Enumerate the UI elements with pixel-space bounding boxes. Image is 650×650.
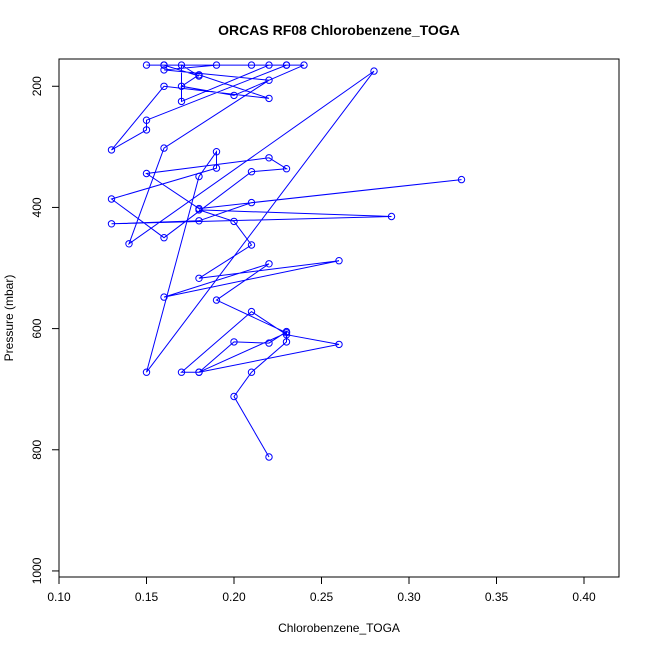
data-point bbox=[247, 168, 256, 176]
series-line-group bbox=[110, 64, 462, 458]
data-point bbox=[247, 241, 256, 249]
y-tick-label: 1000 bbox=[30, 557, 44, 584]
data-point bbox=[160, 234, 168, 242]
data-point bbox=[107, 195, 116, 203]
data-point bbox=[265, 154, 273, 162]
chart-title: ORCAS RF08 Chlorobenzene_TOGA bbox=[218, 22, 460, 38]
data-point bbox=[160, 82, 168, 91]
data-point bbox=[282, 165, 291, 173]
data-point bbox=[247, 61, 256, 69]
data-point bbox=[142, 126, 151, 134]
y-tick-label: 400 bbox=[30, 197, 44, 217]
data-point bbox=[195, 217, 203, 225]
data-point bbox=[212, 296, 221, 304]
data-point bbox=[265, 76, 273, 84]
data-point bbox=[370, 67, 378, 75]
data-point bbox=[265, 61, 273, 69]
data-point bbox=[107, 220, 116, 228]
data-point bbox=[300, 61, 308, 69]
data-point bbox=[142, 61, 151, 69]
x-tick-label: 0.25 bbox=[310, 590, 334, 604]
data-point bbox=[195, 368, 203, 376]
x-tick-label: 0.35 bbox=[485, 590, 509, 604]
data-point bbox=[160, 66, 168, 74]
data-point bbox=[195, 204, 203, 213]
data-point bbox=[230, 338, 238, 346]
data-point bbox=[247, 368, 256, 376]
x-tick-label: 0.20 bbox=[222, 590, 246, 604]
data-point bbox=[125, 240, 133, 248]
data-point bbox=[212, 164, 221, 172]
data-point bbox=[230, 91, 238, 100]
data-point bbox=[142, 368, 151, 376]
data-point bbox=[195, 72, 203, 80]
data-point bbox=[282, 61, 291, 69]
data-point bbox=[282, 329, 291, 337]
data-point bbox=[160, 144, 168, 152]
x-tick-label: 0.30 bbox=[397, 590, 421, 604]
data-point bbox=[177, 97, 186, 106]
data-point bbox=[230, 217, 238, 226]
data-point bbox=[265, 94, 273, 103]
data-point bbox=[195, 274, 203, 282]
data-point bbox=[282, 331, 291, 339]
data-point bbox=[265, 339, 273, 347]
data-point bbox=[212, 148, 221, 156]
data-point bbox=[265, 453, 273, 461]
series-points-group bbox=[107, 61, 466, 461]
data-point bbox=[195, 172, 203, 181]
x-axis: 0.10 0.15 0.20 0.25 0.30 0.35 0.40 bbox=[47, 576, 596, 604]
data-point bbox=[457, 175, 466, 184]
data-point bbox=[177, 82, 186, 91]
data-point bbox=[177, 368, 186, 376]
data-point bbox=[335, 257, 343, 265]
plot-frame bbox=[58, 58, 620, 578]
data-point bbox=[247, 307, 256, 316]
plot-area: 0.10 0.15 0.20 0.25 0.30 0.35 0.40 200 400 600 80… bbox=[30, 61, 596, 604]
data-point bbox=[387, 212, 396, 221]
x-tick-label: 0.15 bbox=[135, 590, 159, 604]
data-point bbox=[142, 169, 151, 178]
x-tick-label: 0.40 bbox=[572, 590, 596, 604]
data-point bbox=[160, 293, 168, 301]
data-point bbox=[247, 198, 256, 207]
series-line bbox=[110, 64, 462, 458]
x-axis-label: Chlorobenzene_TOGA bbox=[278, 621, 400, 635]
y-tick-label: 600 bbox=[30, 318, 44, 338]
data-point bbox=[107, 146, 116, 154]
data-point bbox=[160, 61, 168, 69]
y-axis-label: Pressure (mbar) bbox=[2, 275, 16, 362]
y-tick-label: 200 bbox=[30, 76, 44, 96]
y-axis: 200 400 600 800 1000 bbox=[30, 76, 60, 584]
data-point bbox=[282, 338, 291, 346]
data-point bbox=[177, 61, 186, 69]
data-point bbox=[265, 260, 273, 268]
x-tick-label: 0.10 bbox=[47, 590, 71, 604]
data-point bbox=[335, 340, 343, 349]
data-point bbox=[212, 61, 221, 69]
data-point bbox=[142, 116, 151, 124]
data-point bbox=[230, 392, 238, 401]
y-tick-label: 800 bbox=[30, 439, 44, 459]
